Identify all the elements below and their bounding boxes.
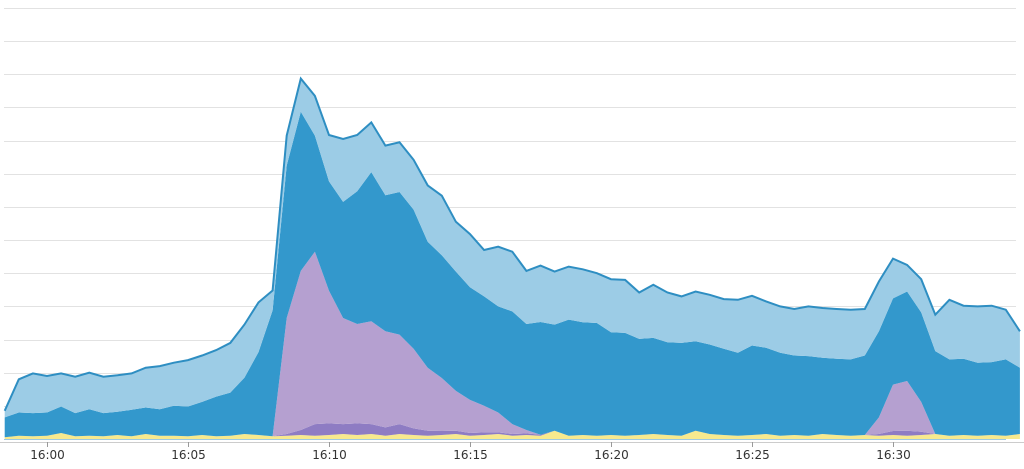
x-tick-label: 16:30 — [876, 448, 911, 462]
x-tick-label: 16:10 — [312, 448, 347, 462]
x-tick-label: 16:25 — [735, 448, 770, 462]
series-area-3 — [4, 111, 1020, 438]
series-area-2 — [4, 251, 1020, 438]
series-outline — [3, 76, 1021, 440]
series-area-0 — [4, 430, 1020, 439]
x-axis: 16:00 16:05 16:10 16:15 16:20 16:25 16:30 — [0, 442, 1024, 462]
series-top-line — [3, 76, 1021, 412]
x-tick-label: 16:00 — [30, 448, 65, 462]
series-area-1 — [4, 423, 1020, 438]
series-area-4 — [4, 78, 1020, 418]
series-areas — [4, 78, 1020, 439]
x-tick-label: 16:05 — [171, 448, 206, 462]
x-tick-label: 16:20 — [594, 448, 629, 462]
x-tick-label: 16:15 — [453, 448, 488, 462]
